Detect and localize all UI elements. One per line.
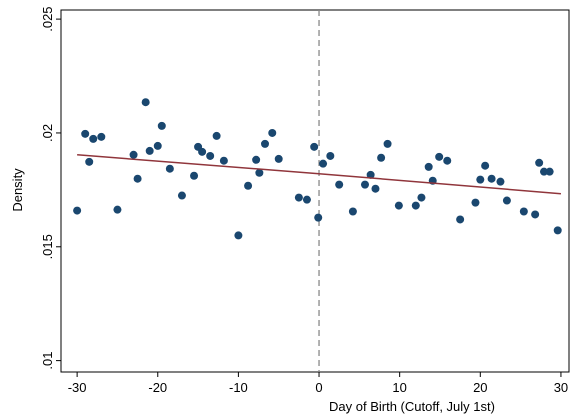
- data-point: [129, 150, 138, 159]
- data-point: [212, 131, 221, 140]
- data-point: [371, 184, 380, 193]
- data-point: [244, 181, 253, 190]
- data-point: [545, 167, 554, 176]
- y-tick-label: .02: [40, 124, 55, 142]
- data-point: [476, 175, 485, 184]
- data-point: [553, 226, 562, 235]
- data-point: [377, 153, 386, 162]
- data-point: [234, 231, 243, 240]
- data-point: [360, 180, 369, 189]
- data-point: [219, 156, 228, 165]
- data-point: [81, 129, 90, 138]
- data-point: [519, 207, 528, 216]
- y-axis-title: Density: [10, 168, 25, 212]
- y-tick-label: .015: [40, 234, 55, 259]
- x-tick-label: 10: [392, 380, 406, 395]
- data-point: [487, 174, 496, 183]
- y-tick-label: .025: [40, 6, 55, 31]
- data-point: [177, 191, 186, 200]
- data-point: [326, 151, 335, 160]
- data-point: [190, 171, 199, 180]
- plot-frame: [60, 9, 570, 373]
- data-point: [348, 207, 357, 216]
- x-tick-label: -30: [68, 380, 87, 395]
- data-point: [456, 215, 465, 224]
- y-tick-label: .01: [40, 352, 55, 370]
- data-point: [496, 177, 505, 186]
- data-point: [198, 147, 207, 156]
- fit-line: [77, 154, 320, 175]
- x-tick-label: 30: [554, 380, 568, 395]
- data-point: [268, 128, 277, 137]
- x-tick-label: -10: [229, 380, 248, 395]
- data-point: [417, 193, 426, 202]
- data-point: [145, 146, 154, 155]
- data-point: [335, 180, 344, 189]
- data-point: [540, 167, 549, 176]
- data-point: [319, 159, 328, 168]
- data-point: [113, 205, 122, 214]
- data-point: [133, 174, 142, 183]
- data-point: [153, 141, 162, 150]
- data-point: [411, 201, 420, 210]
- x-tick-label: -20: [148, 380, 167, 395]
- x-tick-label: 20: [473, 380, 487, 395]
- data-point: [502, 196, 511, 205]
- data-point: [302, 195, 311, 204]
- data-point: [89, 134, 98, 143]
- data-point: [255, 168, 264, 177]
- data-point: [443, 156, 452, 165]
- x-axis-title: Day of Birth (Cutoff, July 1st): [329, 399, 495, 414]
- data-point: [165, 164, 174, 173]
- data-point: [294, 193, 303, 202]
- fit-line: [318, 172, 561, 195]
- data-point: [310, 142, 319, 151]
- data-point: [157, 121, 166, 130]
- data-point: [206, 151, 215, 160]
- data-point: [481, 161, 490, 170]
- data-point: [366, 170, 375, 179]
- x-tick-label: 0: [315, 380, 322, 395]
- data-point: [435, 152, 444, 161]
- data-point: [535, 158, 544, 167]
- data-point: [274, 154, 283, 163]
- data-point: [97, 132, 106, 141]
- data-point: [394, 201, 403, 210]
- data-point: [471, 198, 480, 207]
- data-point: [252, 155, 261, 164]
- data-point: [424, 162, 433, 171]
- data-point: [383, 139, 392, 148]
- data-point: [261, 139, 270, 148]
- data-point: [531, 210, 540, 219]
- data-point: [73, 206, 82, 215]
- data-point: [141, 98, 150, 107]
- data-point: [85, 157, 94, 166]
- data-point: [314, 213, 323, 222]
